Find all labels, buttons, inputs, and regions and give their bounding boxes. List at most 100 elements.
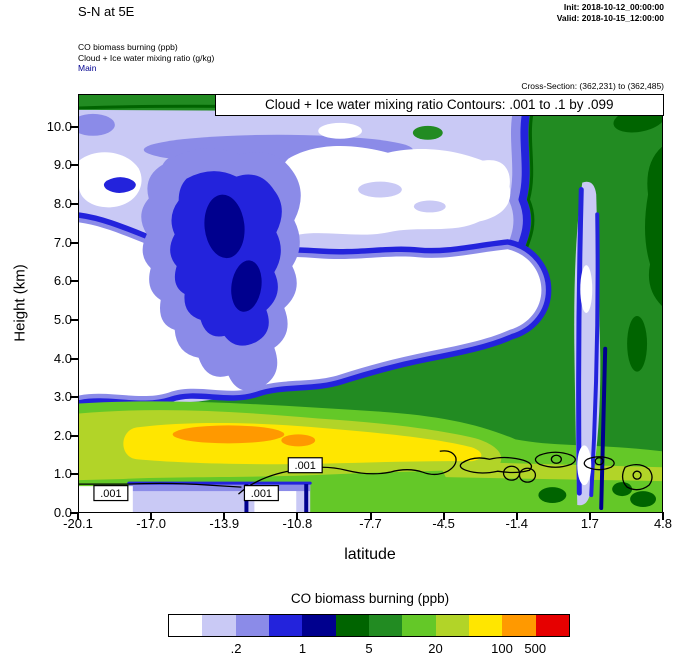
- cloud-contour-line: [583, 456, 615, 471]
- x-tick-mark: [369, 512, 372, 520]
- contour-label-text: .001: [251, 488, 272, 500]
- y-tick-label: 7.0: [53, 234, 72, 250]
- x-tick-label: 4.8: [653, 516, 673, 531]
- colorbar-tick-label: 1: [298, 641, 307, 656]
- init-time: Init: 2018-10-12_00:00:00: [563, 2, 664, 12]
- colorbar-cell: [302, 615, 336, 636]
- cloud-contour-line: [534, 451, 576, 468]
- shaded-field-label: CO biomass burning (ppb): [78, 42, 178, 52]
- plot-title-box: Cloud + Ice water mixing ratio Contours:…: [215, 93, 664, 116]
- colorbar-cell: [335, 615, 369, 636]
- y-tick-label: 10.0: [46, 118, 72, 134]
- y-tick-mark: [70, 434, 78, 437]
- valid-time: Valid: 2018-10-15_12:00:00: [556, 13, 664, 23]
- x-tick-label: -13.9: [209, 516, 240, 531]
- colorbar-tick-label: .2: [230, 641, 242, 656]
- colorbar-cell: [502, 615, 536, 636]
- y-tick-mark: [70, 280, 78, 283]
- y-tick-mark: [70, 473, 78, 476]
- colorbar-tick-label: 5: [365, 641, 373, 656]
- colorbar-tick-label: 100: [491, 641, 513, 656]
- x-tick-label: -7.7: [359, 516, 382, 531]
- y-tick-label: 0.0: [53, 505, 72, 520]
- field-region: [630, 491, 657, 508]
- colorbar-cell: [402, 615, 436, 636]
- colorbar: [168, 614, 570, 637]
- field-region: [358, 181, 402, 198]
- y-tick-label: 6.0: [53, 273, 72, 289]
- x-tick-label: -4.5: [432, 516, 455, 531]
- x-tick-mark: [588, 512, 591, 520]
- x-axis-title: latitude: [344, 546, 396, 563]
- field-region: [103, 177, 136, 194]
- field-region: [281, 434, 316, 447]
- field-region: [437, 461, 662, 482]
- cloud-contour-line: [594, 457, 604, 466]
- x-tick-mark: [515, 512, 518, 520]
- contour-label-box: [93, 485, 129, 502]
- field-region: [231, 260, 262, 312]
- figure-title: S-N at 5E: [78, 4, 135, 19]
- run-times: Init: 2018-10-12_00:00:00 Valid: 2018-10…: [557, 2, 664, 24]
- plot-area: .001 .001 .001 Cloud + Ice water mixing ra…: [78, 93, 664, 513]
- cloud-contour-line: [518, 467, 537, 483]
- colorbar-cell: [235, 615, 269, 636]
- x-tick-label: -1.4: [505, 516, 528, 531]
- contour-field-label: Cloud + Ice water mixing ratio (g/kg): [78, 52, 215, 63]
- y-tick-mark: [70, 164, 78, 167]
- y-tick-label: 3.0: [53, 389, 72, 405]
- cloud-contour-line: [79, 482, 242, 488]
- y-axis-title: Height (km): [11, 264, 29, 342]
- x-tick-label: 1.7: [580, 516, 599, 531]
- grid-label: Main: [78, 63, 97, 73]
- contour-label-box: [243, 485, 279, 502]
- field-region: [576, 187, 584, 496]
- y-tick-mark: [70, 125, 78, 128]
- y-tick-label: 1.0: [53, 466, 72, 482]
- y-tick-mark: [70, 241, 78, 244]
- contour-label-box: [287, 457, 323, 474]
- y-tick-label: 5.0: [53, 311, 72, 327]
- field-region: [612, 482, 633, 497]
- x-tick-label: -20.1: [63, 516, 93, 531]
- colorbar-tick-label: 500: [524, 641, 547, 656]
- colorbar-cell: [169, 615, 203, 636]
- field-region: [172, 425, 285, 444]
- colorbar-cell: [202, 615, 236, 636]
- x-tick-mark: [223, 512, 226, 520]
- y-tick-label: 2.0: [53, 427, 72, 443]
- colorbar-cell: [535, 615, 569, 636]
- x-tick-mark: [150, 512, 153, 520]
- colorbar-cell: [468, 615, 503, 636]
- x-tick-mark: [77, 512, 79, 520]
- colorbar-title: CO biomass burning (ppb): [290, 591, 450, 606]
- contour-field: .001 .001 .001: [79, 95, 662, 512]
- cross-section-info: Cross-Section: (362,231) to (362,485): [521, 81, 664, 91]
- contour-label-text: .001: [100, 488, 121, 500]
- y-tick-label: 8.0: [53, 196, 72, 212]
- y-tick-mark: [70, 396, 78, 399]
- contour-label-text: .001: [295, 460, 316, 472]
- field-region: [538, 487, 567, 504]
- colorbar-cell: [435, 615, 469, 636]
- colorbar-tick-label: 20: [428, 641, 443, 656]
- cloud-contour-line: [459, 456, 533, 474]
- cloud-contour-line: [621, 464, 653, 491]
- field-region: [519, 109, 535, 262]
- field-region: [413, 200, 446, 213]
- y-tick-label: 9.0: [53, 157, 72, 173]
- field-region: [644, 146, 662, 306]
- x-tick-mark: [442, 512, 445, 520]
- y-tick-mark: [70, 203, 78, 206]
- field-region: [627, 315, 648, 372]
- field-region: [580, 265, 593, 313]
- colorbar-cell: [268, 615, 303, 636]
- field-region: [589, 212, 600, 498]
- y-tick-mark: [70, 318, 78, 321]
- field-region: [599, 346, 608, 511]
- y-tick-label: 4.0: [53, 350, 72, 366]
- x-tick-label: -17.0: [136, 516, 166, 531]
- field-region: [304, 484, 309, 512]
- field-region: [128, 484, 311, 492]
